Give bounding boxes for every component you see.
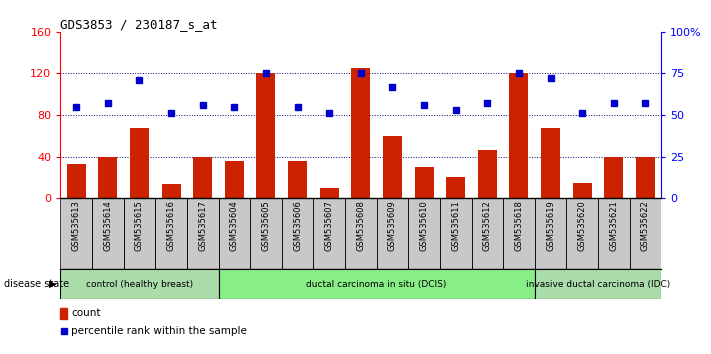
Text: GSM535621: GSM535621 <box>609 200 619 251</box>
Bar <box>351 68 370 198</box>
Text: GSM535614: GSM535614 <box>103 200 112 251</box>
Text: invasive ductal carcinoma (IDC): invasive ductal carcinoma (IDC) <box>526 280 670 289</box>
Text: GSM535619: GSM535619 <box>546 200 555 251</box>
Bar <box>541 127 560 198</box>
Text: GSM535610: GSM535610 <box>419 200 429 251</box>
Bar <box>193 156 212 198</box>
Text: GSM535617: GSM535617 <box>198 200 207 251</box>
Text: GSM535604: GSM535604 <box>230 200 239 251</box>
Text: ▶: ▶ <box>49 279 57 289</box>
Text: disease state: disease state <box>4 279 69 289</box>
Bar <box>636 156 655 198</box>
Bar <box>225 161 244 198</box>
Text: GSM535609: GSM535609 <box>388 200 397 251</box>
Text: GSM535622: GSM535622 <box>641 200 650 251</box>
Text: percentile rank within the sample: percentile rank within the sample <box>71 326 247 336</box>
Text: GSM535615: GSM535615 <box>135 200 144 251</box>
Bar <box>60 308 67 319</box>
Bar <box>604 156 624 198</box>
Bar <box>60 269 218 299</box>
Bar <box>130 127 149 198</box>
Text: GSM535605: GSM535605 <box>262 200 270 251</box>
Bar <box>535 269 661 299</box>
Bar <box>67 164 86 198</box>
Bar <box>415 167 434 198</box>
Bar <box>510 73 528 198</box>
Text: GSM535606: GSM535606 <box>293 200 302 251</box>
Bar <box>320 188 338 198</box>
Bar <box>98 156 117 198</box>
Bar <box>572 183 592 198</box>
Text: GSM535612: GSM535612 <box>483 200 492 251</box>
Text: GSM535620: GSM535620 <box>577 200 587 251</box>
Text: ductal carcinoma in situ (DCIS): ductal carcinoma in situ (DCIS) <box>306 280 447 289</box>
Text: GSM535607: GSM535607 <box>325 200 333 251</box>
Bar <box>478 150 497 198</box>
Bar <box>288 161 307 198</box>
Bar <box>257 73 275 198</box>
Text: GSM535613: GSM535613 <box>72 200 81 251</box>
Text: GSM535608: GSM535608 <box>356 200 365 251</box>
Text: control (healthy breast): control (healthy breast) <box>86 280 193 289</box>
Text: count: count <box>71 308 100 318</box>
Bar <box>218 269 535 299</box>
Text: GSM535618: GSM535618 <box>515 200 523 251</box>
Text: GSM535611: GSM535611 <box>451 200 460 251</box>
Text: GDS3853 / 230187_s_at: GDS3853 / 230187_s_at <box>60 18 218 31</box>
Bar <box>383 136 402 198</box>
Bar <box>447 177 465 198</box>
Bar <box>161 184 181 198</box>
Text: GSM535616: GSM535616 <box>166 200 176 251</box>
